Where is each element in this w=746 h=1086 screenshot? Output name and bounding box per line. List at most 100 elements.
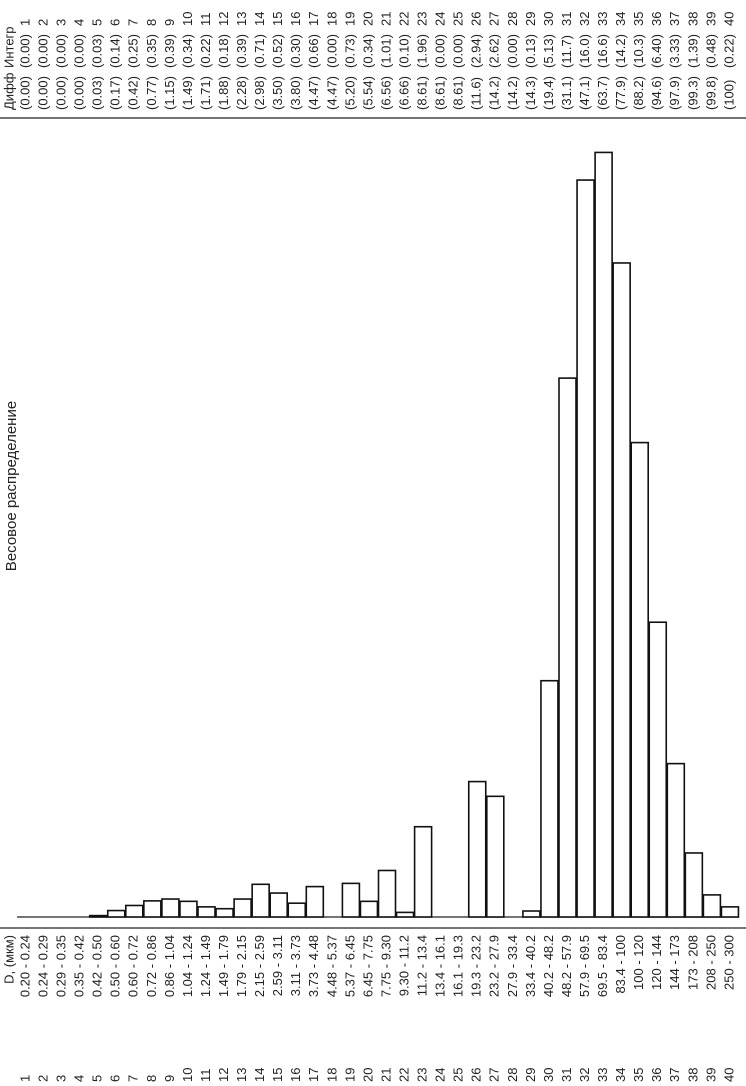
- bin-label: 69.5 - 83.4: [595, 935, 610, 997]
- bin-label: 57.9 - 69.5: [577, 935, 592, 997]
- bin-label: 23.2 - 27.9: [487, 935, 502, 997]
- row-number: 5: [90, 1075, 105, 1082]
- value-label: (2.94): [469, 34, 484, 68]
- row-number: 12: [216, 12, 231, 26]
- row-number: 32: [577, 12, 592, 26]
- value-label: (3.33): [667, 34, 682, 68]
- bin-label: 48.2 - 57.9: [559, 935, 574, 997]
- value-label: (0.66): [306, 34, 321, 68]
- bar: [485, 795, 505, 918]
- row-number: 14: [252, 1068, 267, 1082]
- cumulative-label: (2.28): [234, 76, 249, 110]
- value-label: (10.3): [631, 34, 646, 68]
- row-number: 33: [595, 1068, 610, 1082]
- row-number: 6: [108, 19, 123, 26]
- bin-label: 9.30 - 11.2: [396, 935, 411, 996]
- bar: [720, 906, 740, 918]
- value-label: (0.00): [451, 34, 466, 68]
- value-label: (0.39): [162, 34, 177, 68]
- column-header: Дифф: [1, 72, 16, 110]
- row-number: 22: [396, 12, 411, 26]
- bin-label: 11.2 - 13.4: [415, 935, 430, 996]
- cumulative-label: (8.61): [433, 76, 448, 110]
- bin-label: 3.11 - 3.73: [288, 935, 303, 996]
- row-number: 3: [54, 19, 69, 26]
- bin-label: 144 - 173: [667, 935, 682, 990]
- cumulative-label: (3.80): [288, 76, 303, 110]
- value-label: (0.22): [721, 34, 736, 68]
- value-label: (0.71): [252, 34, 267, 68]
- row-number: 33: [595, 12, 610, 26]
- rotated-chart: Весовое распределение D, (мкм) Дифф Инте…: [0, 12, 746, 1082]
- value-label: (0.73): [342, 34, 357, 68]
- bin-label: 0.86 - 1.04: [162, 935, 177, 997]
- value-label: (0.00): [433, 34, 448, 68]
- row-number: 13: [234, 12, 249, 26]
- bar: [305, 885, 325, 918]
- cumulative-label: (0.00): [54, 76, 69, 110]
- bar: [143, 900, 162, 918]
- bin-label: 1.49 - 1.79: [216, 935, 231, 997]
- cumulative-label: (0.77): [144, 76, 159, 110]
- bar: [666, 762, 686, 918]
- cumulative-label: (5.20): [342, 76, 357, 110]
- row-number: 19: [342, 12, 357, 26]
- row-number: 11: [198, 13, 213, 27]
- bar: [648, 621, 668, 918]
- bin-label: 0.60 - 0.72: [126, 935, 141, 997]
- value-label: (6.40): [649, 34, 664, 68]
- row-number: 25: [451, 12, 466, 26]
- row-number: 13: [234, 1068, 249, 1082]
- row-number: 21: [378, 1068, 393, 1082]
- row-number: 20: [360, 12, 375, 26]
- cumulative-label: (8.61): [415, 76, 430, 110]
- value-label: (0.34): [180, 34, 195, 68]
- cumulative-label: (6.66): [396, 76, 411, 110]
- bin-label: 7.75 - 9.30: [378, 935, 393, 997]
- cumulative-label: (2.98): [252, 76, 267, 110]
- row-number: 1: [17, 1075, 32, 1082]
- value-label: (0.22): [198, 34, 213, 68]
- row-number: 17: [306, 12, 321, 26]
- bar: [558, 377, 577, 918]
- row-number: 38: [685, 12, 700, 26]
- bar: [702, 894, 722, 918]
- bar: [106, 909, 126, 918]
- bin-label: 0.42 - 0.50: [90, 935, 105, 997]
- bin-label: 27.9 - 33.4: [505, 935, 520, 997]
- bin-label: 3.73 - 4.48: [306, 935, 321, 997]
- row-number: 15: [270, 1068, 285, 1082]
- cumulative-label: (99.8): [703, 76, 718, 110]
- bar: [125, 904, 144, 918]
- cumulative-label: (1.15): [162, 76, 177, 110]
- bin-label: 250 - 300: [721, 935, 736, 990]
- row-number: 24: [433, 1068, 448, 1082]
- row-number: 31: [559, 12, 574, 26]
- row-number: 39: [703, 1068, 718, 1082]
- row-number: 14: [252, 12, 267, 26]
- bar: [540, 679, 559, 918]
- row-number: 35: [631, 12, 646, 26]
- row-number: 26: [469, 1068, 484, 1082]
- bin-label: 0.50 - 0.60: [108, 935, 123, 997]
- value-label: (0.00): [72, 34, 87, 68]
- row-number: 15: [270, 12, 285, 26]
- value-label: (16.0): [577, 34, 592, 68]
- row-number: 8: [144, 1075, 159, 1082]
- value-label: (0.30): [288, 34, 303, 68]
- row-number: 34: [613, 12, 628, 26]
- bin-label: 0.35 - 0.42: [72, 935, 87, 997]
- row-number: 10: [180, 12, 195, 26]
- column-header: Интегр: [1, 26, 16, 68]
- bin-label: 100 - 120: [631, 935, 646, 990]
- row-number: 31: [559, 1068, 574, 1082]
- cumulative-label: (8.61): [451, 76, 466, 110]
- row-number: 7: [126, 19, 141, 26]
- row-number: 4: [72, 1075, 87, 1082]
- row-number: 23: [415, 12, 430, 26]
- row-number: 19: [342, 1068, 357, 1082]
- cumulative-label: (63.7): [595, 76, 610, 110]
- row-number: 30: [541, 12, 556, 26]
- value-label: (0.52): [270, 34, 285, 68]
- value-label: (0.13): [523, 34, 538, 68]
